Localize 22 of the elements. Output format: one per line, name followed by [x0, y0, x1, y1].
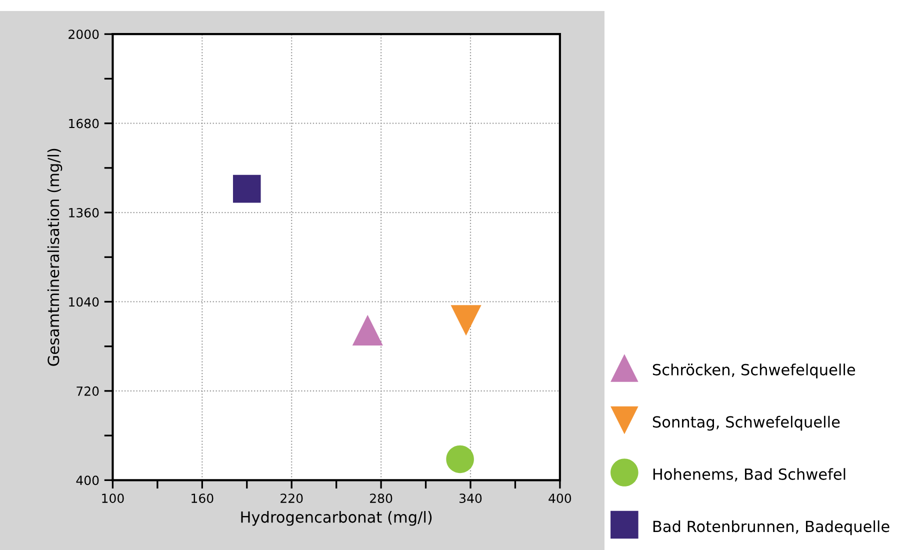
point — [352, 314, 383, 346]
x-tick-label: 160 — [192, 494, 214, 504]
x-tick-label: 100 — [102, 494, 124, 504]
y-tick-label: 720 — [76, 386, 99, 396]
point — [446, 445, 474, 474]
y-tick-label: 1040 — [69, 297, 99, 307]
y-tick-label: 400 — [76, 476, 99, 486]
legend-label: Sonntag, Schwefelquelle — [652, 416, 840, 431]
x-tick-label: 220 — [280, 494, 303, 504]
x-tick-label: 280 — [370, 494, 392, 504]
y-tick-label: 1680 — [69, 118, 99, 128]
legend-label: Schröcken, Schwefelquelle — [652, 364, 856, 378]
x-axis-title: Hydrogencarbonat (mg/l) — [241, 511, 432, 526]
y-tick-label: 1360 — [69, 208, 99, 218]
point — [450, 305, 482, 336]
y-axis-title: Gesamtmineralisation (mg/l) — [47, 148, 62, 366]
x-tick-label: 340 — [460, 494, 482, 504]
legend-label: Hohenems, Bad Schwefel — [653, 468, 846, 482]
point — [232, 174, 261, 203]
y-tick-label: 2000 — [68, 30, 99, 40]
x-tick-label: 400 — [548, 494, 572, 504]
legend-label: Bad Rotenbrunnen, Badequelle — [653, 520, 890, 536]
